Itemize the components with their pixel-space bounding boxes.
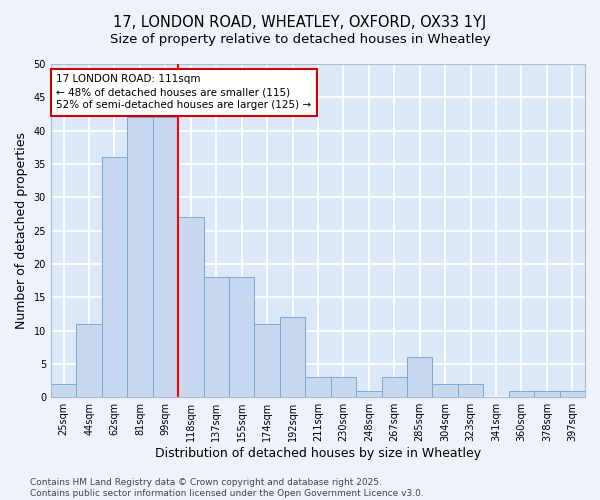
Bar xyxy=(534,390,560,397)
Y-axis label: Number of detached properties: Number of detached properties xyxy=(15,132,28,329)
Text: 17, LONDON ROAD, WHEATLEY, OXFORD, OX33 1YJ: 17, LONDON ROAD, WHEATLEY, OXFORD, OX33 … xyxy=(113,15,487,30)
Text: Size of property relative to detached houses in Wheatley: Size of property relative to detached ho… xyxy=(110,32,490,46)
Bar xyxy=(305,377,331,397)
Bar xyxy=(102,158,127,397)
Bar xyxy=(203,278,229,397)
Bar xyxy=(229,278,254,397)
Bar xyxy=(127,118,152,397)
X-axis label: Distribution of detached houses by size in Wheatley: Distribution of detached houses by size … xyxy=(155,447,481,460)
Bar xyxy=(382,377,407,397)
Bar xyxy=(254,324,280,397)
Bar xyxy=(407,357,433,397)
Bar xyxy=(76,324,102,397)
Bar xyxy=(560,390,585,397)
Bar xyxy=(509,390,534,397)
Bar xyxy=(178,218,203,397)
Bar xyxy=(356,390,382,397)
Bar xyxy=(152,118,178,397)
Bar xyxy=(51,384,76,397)
Text: Contains HM Land Registry data © Crown copyright and database right 2025.
Contai: Contains HM Land Registry data © Crown c… xyxy=(30,478,424,498)
Bar xyxy=(433,384,458,397)
Bar xyxy=(331,377,356,397)
Bar xyxy=(280,317,305,397)
Text: 17 LONDON ROAD: 111sqm
← 48% of detached houses are smaller (115)
52% of semi-de: 17 LONDON ROAD: 111sqm ← 48% of detached… xyxy=(56,74,311,110)
Bar xyxy=(458,384,483,397)
